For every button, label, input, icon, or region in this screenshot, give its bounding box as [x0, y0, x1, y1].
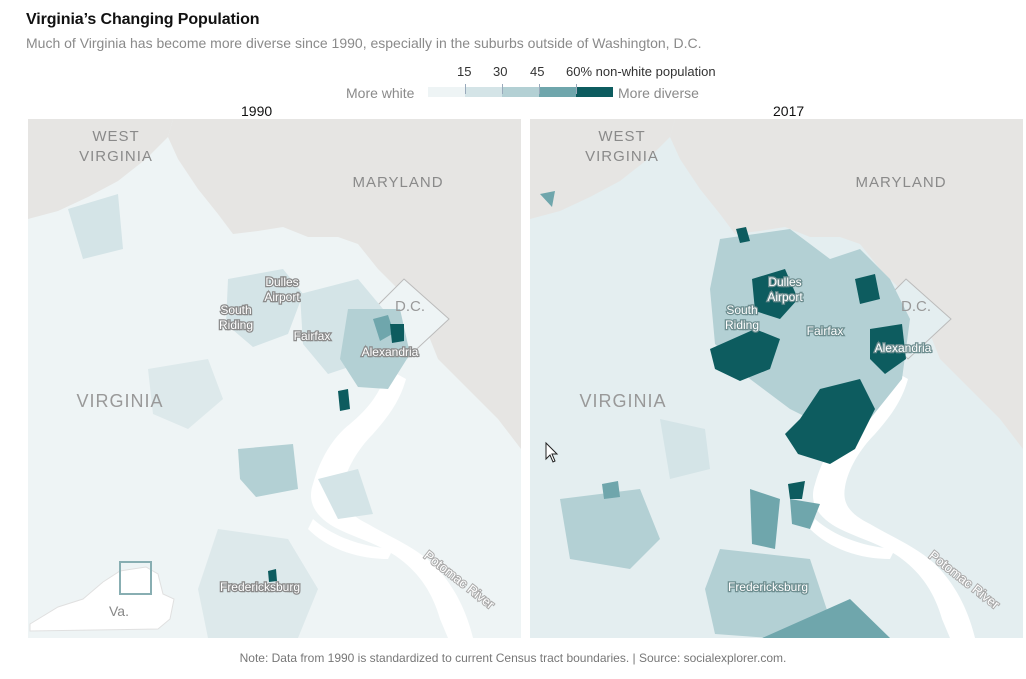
label-maryland: MARYLAND [855, 174, 946, 191]
legend-tickmark [576, 84, 577, 94]
legend-swatch-0 [428, 87, 465, 97]
tract-dark [710, 329, 780, 381]
label-dulles-2: Airport [767, 290, 803, 304]
tract-region [560, 489, 660, 569]
tract-dark [785, 379, 875, 464]
legend-tickmark [465, 84, 466, 94]
tract-dark [540, 191, 555, 207]
label-alexandria: Alexandria [362, 345, 419, 359]
label-dc: D.C. [395, 298, 425, 315]
legend-tickmark [539, 84, 540, 94]
tract-dark [752, 269, 798, 319]
legend-color-scale [428, 87, 613, 97]
tract-dark [870, 324, 906, 374]
tract-patch [318, 469, 373, 519]
label-dulles-1: Dulles [768, 275, 801, 289]
year-label-1990: 1990 [241, 103, 273, 119]
river-inlet [810, 519, 895, 559]
label-west-virginia-2: VIRGINIA [585, 148, 659, 165]
legend-tickmark [502, 84, 503, 94]
tract-patch [198, 529, 318, 638]
tract-dark [373, 315, 394, 341]
label-dulles-1: Dulles [265, 275, 298, 289]
label-west-virginia-1: WEST [598, 128, 645, 145]
label-alexandria: Alexandria [875, 341, 932, 355]
maryland-region [168, 119, 521, 449]
tract-region [705, 549, 830, 638]
label-virginia: VIRGINIA [579, 391, 666, 411]
label-south-riding-1: South [726, 303, 757, 317]
map-2017: WEST VIRGINIA MARYLAND D.C. VIRGINIA Dul… [530, 119, 1023, 638]
tract-region [790, 499, 820, 529]
label-inset-va: Va. [109, 603, 129, 619]
legend-ticks: 15 30 45 60% non-white population [0, 64, 1026, 82]
tract-dark [390, 324, 404, 343]
legend-tick-45: 45 [530, 64, 545, 79]
label-west-virginia-1: WEST [92, 128, 139, 145]
label-south-riding-1: South [220, 303, 251, 317]
maryland-region [670, 119, 1023, 449]
virginia-inset [29, 566, 175, 632]
potomac-river-water [310, 369, 473, 638]
mouse-cursor-icon [545, 441, 559, 463]
legend-tick-15: 15 [457, 64, 472, 79]
label-west-virginia-2: VIRGINIA [79, 148, 153, 165]
tract-dark [788, 481, 805, 499]
tract-dark [338, 389, 350, 411]
tract-region [660, 419, 710, 479]
tract-patch [68, 194, 123, 259]
legend-swatch-1 [465, 87, 502, 97]
tract-region [750, 489, 780, 549]
tract-dark [855, 274, 880, 304]
tract-dark [736, 227, 750, 243]
legend-more-diverse: More diverse [618, 85, 699, 101]
inset-highlight-box [119, 561, 152, 595]
legend-more-white: More white [346, 85, 415, 101]
tract-dark [268, 569, 277, 582]
tract-patch [148, 359, 223, 429]
legend-swatch-3 [539, 87, 576, 97]
year-label-2017: 2017 [773, 103, 805, 119]
source-note: Note: Data from 1990 is standardized to … [239, 651, 787, 665]
tract-patch [226, 269, 303, 347]
label-fairfax: Fairfax [294, 329, 331, 343]
west-virginia-region [28, 119, 173, 219]
tract-region [762, 599, 890, 638]
legend-swatch-2 [502, 87, 539, 97]
legend-tick-30: 30 [493, 64, 508, 79]
label-fredericksburg: Fredericksburg [220, 580, 300, 594]
map-1990: WEST VIRGINIA MARYLAND D.C. VIRGINIA Dul… [28, 119, 521, 638]
chart-title: Virginia’s Changing Population [26, 11, 260, 28]
label-maryland: MARYLAND [352, 174, 443, 191]
west-virginia-region [530, 119, 675, 219]
tract-patch [238, 444, 298, 497]
label-south-riding-2: Riding [725, 318, 759, 332]
label-fredericksburg: Fredericksburg [728, 580, 808, 594]
legend-swatch-4 [576, 87, 613, 97]
river-inlet [308, 519, 393, 559]
label-fairfax: Fairfax [807, 324, 844, 338]
legend-tick-60: 60% non-white population [566, 64, 716, 79]
label-dc: D.C. [901, 298, 931, 315]
label-dulles-2: Airport [264, 290, 300, 304]
label-virginia: VIRGINIA [76, 391, 163, 411]
chart-subtitle: Much of Virginia has become more diverse… [26, 35, 702, 51]
tract-dark [602, 481, 620, 499]
label-south-riding-2: Riding [219, 318, 253, 332]
